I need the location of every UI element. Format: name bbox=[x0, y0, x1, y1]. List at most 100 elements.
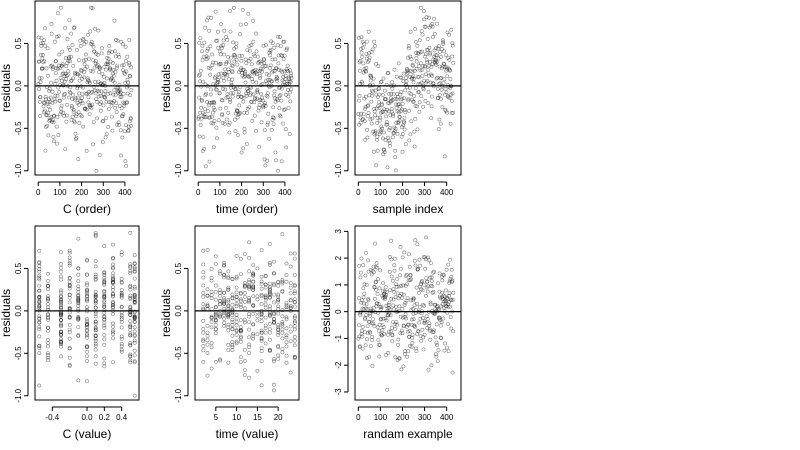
scatter-point bbox=[87, 81, 92, 85]
scatter-point bbox=[395, 309, 400, 314]
scatter-point bbox=[434, 60, 439, 64]
scatter-point bbox=[96, 28, 101, 33]
scatter-point bbox=[206, 66, 211, 70]
scatter-point bbox=[292, 324, 297, 329]
scatter-point bbox=[205, 342, 210, 347]
scatter-point bbox=[92, 49, 97, 54]
scatter-point bbox=[281, 121, 285, 126]
scatter-point bbox=[40, 67, 45, 71]
scatter-point bbox=[85, 344, 89, 349]
scatter-point bbox=[385, 122, 390, 127]
scatter-point bbox=[218, 290, 222, 295]
x-tick-label: 200 bbox=[396, 188, 410, 197]
scatter-point bbox=[234, 332, 239, 337]
scatter-point bbox=[132, 338, 137, 343]
scatter-point bbox=[383, 353, 388, 357]
scatter-point bbox=[93, 361, 98, 366]
x-axis-title: time (order) bbox=[216, 202, 278, 216]
scatter-point bbox=[378, 130, 383, 135]
scatter-point bbox=[360, 45, 365, 50]
scatter-point bbox=[201, 54, 206, 59]
scatter-point bbox=[411, 311, 416, 316]
scatter-point bbox=[411, 80, 416, 85]
scatter-point bbox=[67, 261, 72, 266]
scatter-point bbox=[41, 104, 46, 109]
scatter-point bbox=[406, 97, 411, 102]
scatter-point bbox=[267, 347, 272, 352]
scatter-point bbox=[57, 66, 62, 71]
scatter-point bbox=[41, 100, 46, 105]
scatter-point bbox=[93, 333, 98, 338]
scatter-point bbox=[132, 293, 137, 297]
scatter-point bbox=[87, 56, 91, 61]
scatter-point bbox=[119, 349, 124, 354]
scatter-point bbox=[197, 72, 202, 77]
scatter-point bbox=[106, 92, 110, 96]
scatter-point bbox=[86, 95, 91, 100]
scatter-point bbox=[272, 281, 276, 286]
scatter-point bbox=[384, 120, 389, 124]
scatter-point bbox=[102, 294, 107, 299]
scatter-point bbox=[226, 269, 231, 274]
scatter-point bbox=[364, 282, 369, 287]
scatter-point bbox=[361, 61, 366, 66]
scatter-point bbox=[209, 341, 214, 346]
scatter-point bbox=[220, 121, 225, 125]
scatter-point bbox=[67, 282, 72, 287]
scatter-point bbox=[230, 308, 235, 312]
scatter-point bbox=[249, 43, 254, 48]
scatter-point bbox=[368, 268, 373, 272]
scatter-point bbox=[364, 251, 368, 255]
scatter-point bbox=[435, 21, 440, 26]
scatter-point bbox=[267, 262, 272, 267]
scatter-point bbox=[57, 90, 61, 94]
scatter-point bbox=[71, 92, 75, 97]
scatter-point bbox=[201, 339, 206, 343]
scatter-point bbox=[380, 288, 385, 293]
scatter-point bbox=[278, 114, 283, 119]
scatter-point bbox=[109, 76, 114, 81]
scatter-point bbox=[77, 102, 81, 107]
scatter-point bbox=[132, 309, 137, 314]
y-axis-title: residuals bbox=[319, 64, 333, 112]
scatter-point bbox=[63, 25, 68, 30]
scatter-point bbox=[227, 97, 232, 102]
scatter-point bbox=[111, 321, 115, 326]
scatter-point bbox=[435, 343, 440, 348]
scatter-point bbox=[246, 88, 251, 93]
scatter-point bbox=[128, 341, 133, 346]
scatter-point bbox=[247, 278, 252, 283]
scatter-point bbox=[357, 323, 361, 328]
scatter-point bbox=[243, 57, 248, 62]
scatter-point bbox=[444, 68, 449, 73]
scatter-point bbox=[392, 129, 397, 133]
scatter-point bbox=[402, 120, 407, 125]
scatter-point bbox=[97, 70, 102, 75]
scatter-point bbox=[226, 70, 231, 74]
scatter-point bbox=[228, 29, 233, 34]
scatter-point bbox=[59, 288, 63, 293]
scatter-point bbox=[232, 46, 237, 51]
scatter-point bbox=[279, 86, 284, 91]
scatter-point bbox=[56, 133, 61, 138]
scatter-point bbox=[107, 44, 112, 48]
scatter-point bbox=[444, 53, 448, 58]
scatter-point bbox=[267, 281, 272, 286]
scatter-point bbox=[85, 309, 89, 314]
scatter-point bbox=[402, 352, 407, 356]
scatter-point bbox=[102, 333, 107, 337]
scatter-point bbox=[46, 302, 50, 307]
scatter-point bbox=[415, 242, 420, 247]
scatter-point bbox=[226, 325, 231, 330]
scatter-point bbox=[428, 51, 433, 55]
scatter-point bbox=[427, 15, 431, 20]
scatter-point bbox=[49, 22, 54, 26]
scatter-point bbox=[385, 165, 390, 170]
scatter-point bbox=[420, 64, 425, 69]
scatter-point bbox=[373, 241, 378, 246]
scatter-point bbox=[288, 305, 293, 310]
scatter-point bbox=[67, 310, 72, 315]
scatter-point bbox=[413, 263, 418, 268]
scatter-point bbox=[370, 334, 374, 339]
scatter-point bbox=[442, 309, 447, 314]
